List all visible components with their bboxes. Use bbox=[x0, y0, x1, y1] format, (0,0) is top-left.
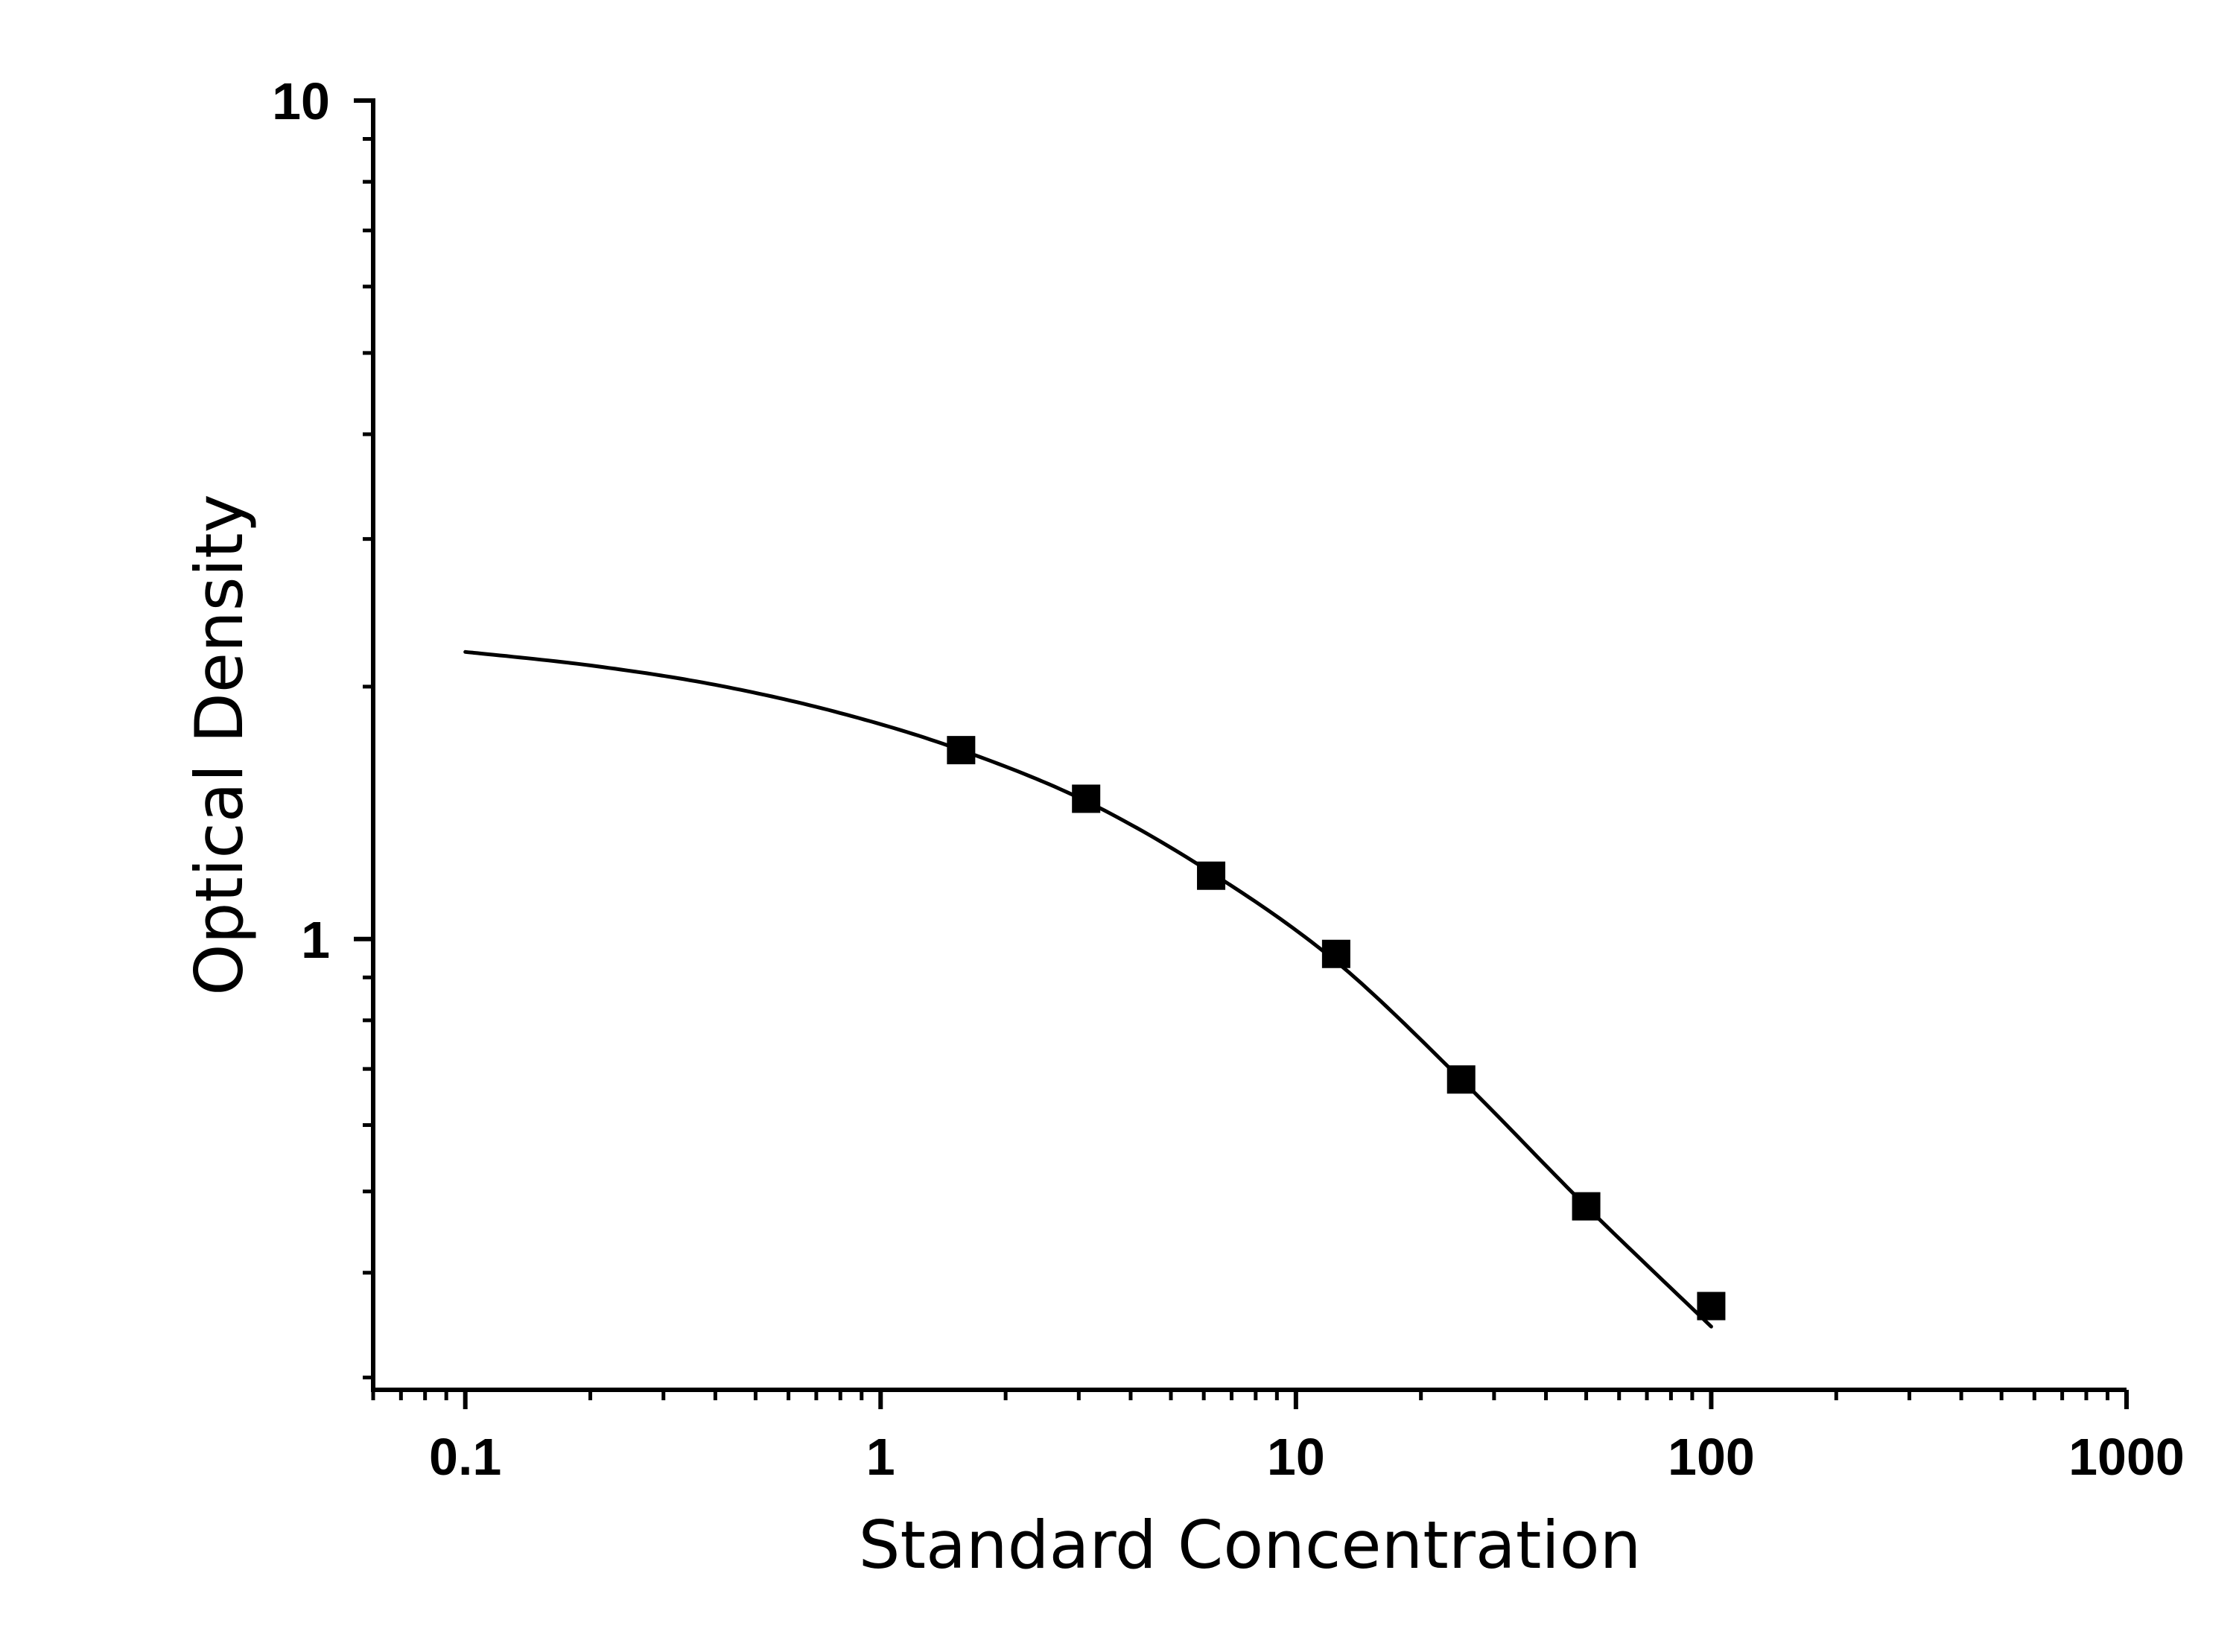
minor-ticks bbox=[363, 137, 2109, 1400]
data-points bbox=[947, 736, 1726, 1321]
x-tick-label: 1000 bbox=[2068, 1428, 2185, 1486]
x-tick-label: 10 bbox=[1267, 1428, 1325, 1486]
data-point-marker bbox=[1572, 1192, 1601, 1221]
data-point-marker bbox=[1197, 861, 1226, 890]
data-point-marker bbox=[1072, 784, 1101, 813]
data-point-marker bbox=[1446, 1065, 1476, 1094]
x-axis-title: Standard Concentration bbox=[859, 1507, 1642, 1583]
y-tick-label: 1 bbox=[301, 911, 330, 969]
y-axis-title: Optical Density bbox=[181, 494, 258, 995]
data-point-marker bbox=[1321, 939, 1350, 968]
x-tick-label: 1 bbox=[866, 1428, 895, 1486]
data-point-marker bbox=[1697, 1292, 1726, 1321]
x-tick-label: 100 bbox=[1668, 1428, 1755, 1486]
y-tick-labels: 1 10 bbox=[272, 72, 330, 969]
x-tick-labels: 0.1 1 10 100 1000 bbox=[429, 1428, 2185, 1486]
major-ticks bbox=[354, 98, 2129, 1409]
fit-curve bbox=[463, 649, 1713, 1329]
data-point-marker bbox=[947, 736, 976, 765]
y-tick-label: 10 bbox=[272, 72, 330, 130]
x-tick-label: 0.1 bbox=[429, 1428, 501, 1486]
